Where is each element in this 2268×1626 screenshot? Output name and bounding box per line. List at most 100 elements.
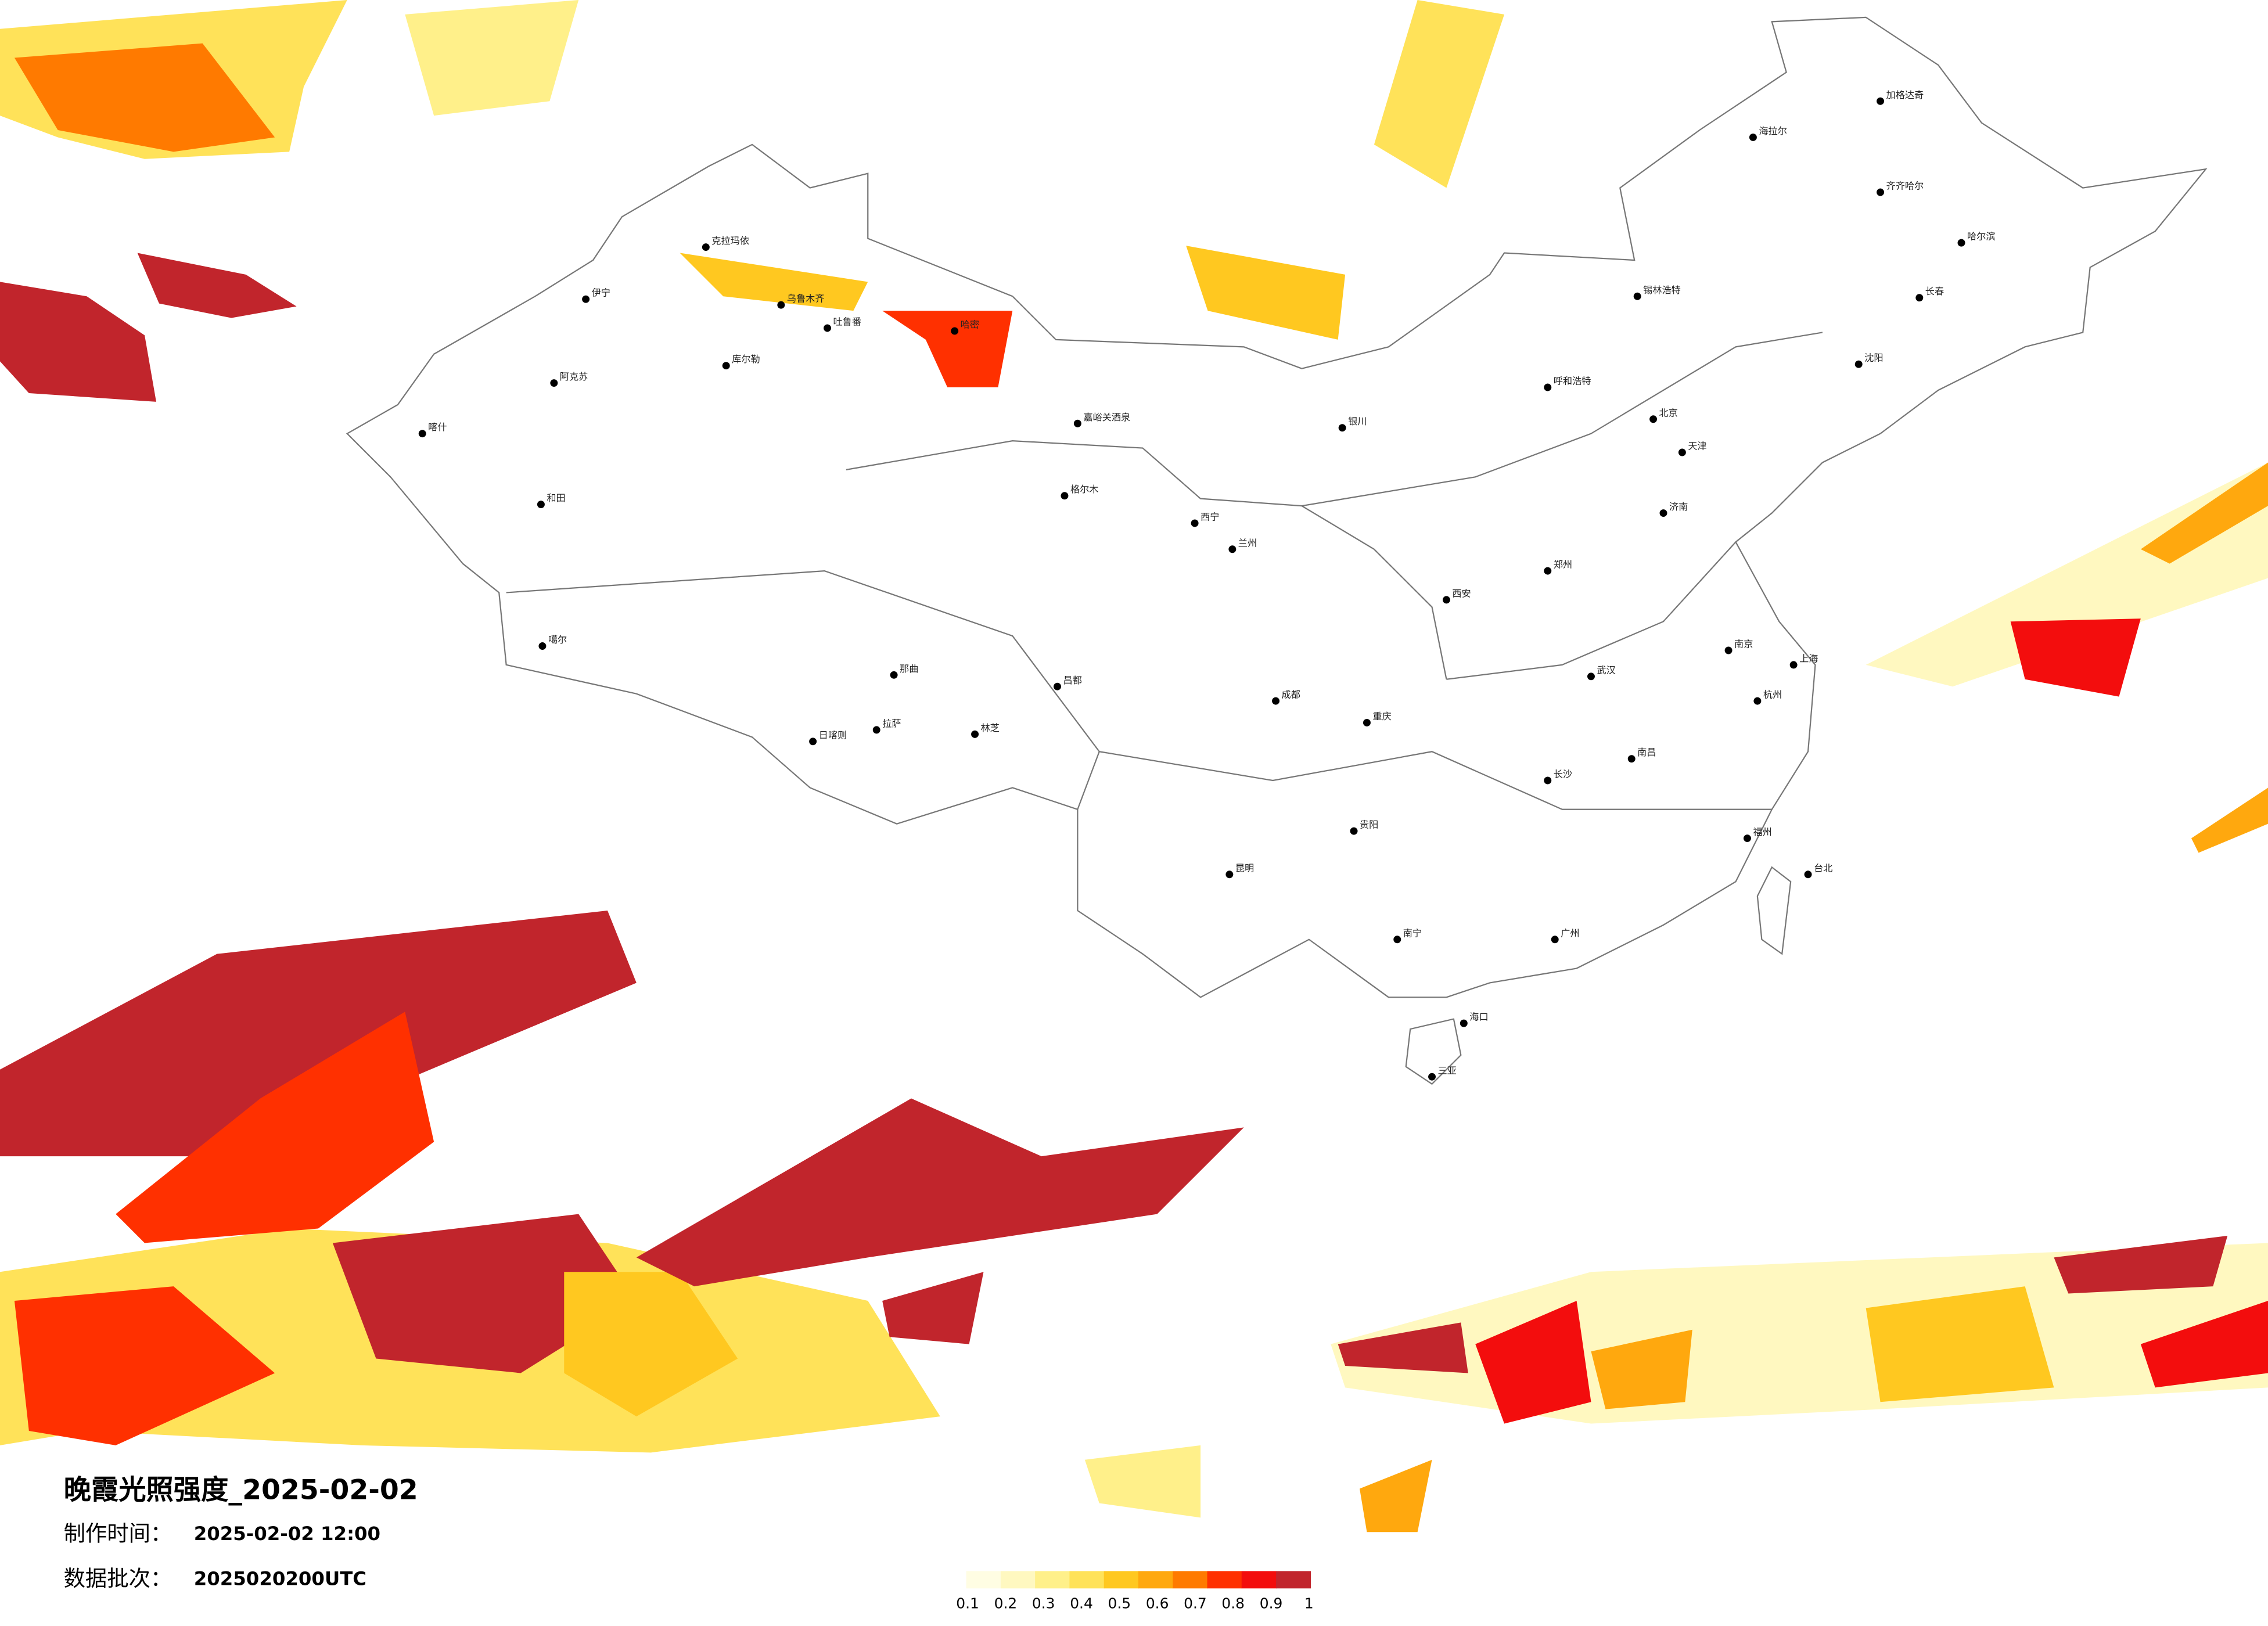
city-dot — [1877, 188, 1885, 196]
colorbar-cell — [1000, 1571, 1036, 1589]
city-dot — [582, 295, 590, 303]
heat-area — [0, 911, 637, 1157]
colorbar-tick-label: 0.5 — [1108, 1595, 1131, 1612]
city-dot — [1061, 492, 1069, 500]
city-dot — [1544, 383, 1552, 391]
meta-value: 2025020200UTC — [194, 1567, 366, 1589]
city-label: 乌鲁木齐 — [787, 293, 825, 304]
city-label: 沈阳 — [1864, 352, 1883, 364]
city-dot — [1649, 415, 1658, 423]
city-label: 成都 — [1282, 689, 1300, 700]
city-dot — [1877, 97, 1885, 105]
city-dot — [538, 642, 547, 650]
city-label: 郑州 — [1554, 559, 1572, 570]
heat-area — [680, 253, 868, 311]
heat-area — [882, 1272, 984, 1344]
city-label: 银川 — [1348, 416, 1367, 427]
city-dot — [1544, 776, 1552, 785]
city-label: 西宁 — [1201, 512, 1219, 523]
city-label: 广州 — [1561, 927, 1579, 938]
colorbar-cell — [1173, 1571, 1208, 1589]
city-label: 兰州 — [1238, 537, 1257, 548]
city-dot — [1804, 870, 1812, 879]
city-dot — [550, 379, 558, 387]
city-label: 天津 — [1688, 441, 1706, 452]
city-label: 格尔木 — [1070, 484, 1099, 495]
city-dot — [1191, 519, 1199, 527]
city-dot — [890, 671, 898, 679]
city-label: 伊宁 — [592, 287, 610, 298]
city-dot — [418, 430, 426, 438]
city-label: 三亚 — [1437, 1065, 1456, 1076]
island-outline — [1756, 866, 1792, 955]
heat-area — [2010, 618, 2141, 697]
heat-area — [405, 0, 579, 116]
colorbar-tick-label: 0.7 — [1184, 1595, 1207, 1612]
map-title: 晚霞光照强度_2025-02-02 — [64, 1474, 418, 1506]
colorbar-cell — [966, 1571, 1001, 1589]
city-dot — [971, 730, 979, 738]
city-dot — [1587, 672, 1595, 681]
city-dot — [1678, 448, 1686, 456]
heat-area — [1186, 246, 1346, 340]
city-dot — [1743, 834, 1751, 843]
colorbar-cell — [1207, 1571, 1242, 1589]
province-border — [1099, 751, 1772, 810]
city-dot — [1428, 1073, 1436, 1081]
city-label: 克拉玛依 — [711, 235, 749, 246]
heat-area — [1866, 1286, 2054, 1402]
city-label: 哈尔滨 — [1967, 231, 1996, 242]
colorbar-cell — [1104, 1571, 1139, 1589]
heat-area — [1475, 1301, 1591, 1424]
city-label: 嘉峪关酒泉 — [1083, 412, 1130, 423]
colorbar-tick-label: 0.3 — [1032, 1595, 1055, 1612]
city-label: 南京 — [1734, 639, 1753, 650]
city-label: 南昌 — [1637, 747, 1656, 758]
city-dot — [1363, 718, 1371, 726]
city-dot — [824, 324, 832, 332]
city-dot — [1350, 827, 1358, 835]
city-label: 福州 — [1753, 826, 1771, 837]
city-label: 杭州 — [1763, 689, 1782, 700]
city-label: 西安 — [1452, 588, 1471, 599]
heat-area — [1338, 1322, 1468, 1373]
colorbar-cell — [1276, 1571, 1311, 1589]
city-dot — [1338, 424, 1346, 432]
city-label: 锡林浩特 — [1643, 285, 1681, 296]
city-dot — [1272, 697, 1280, 705]
city-dot — [1054, 682, 1061, 690]
meta-label: 制作时间： — [64, 1521, 172, 1546]
city-dot — [777, 301, 785, 309]
province-border — [846, 440, 1447, 679]
city-dot — [1228, 545, 1237, 553]
city-label: 噶尔 — [548, 634, 567, 645]
city-dot — [1659, 509, 1667, 517]
city-label: 长沙 — [1554, 769, 1572, 780]
city-label: 阿克苏 — [560, 371, 588, 382]
city-label: 海口 — [1469, 1012, 1488, 1023]
colorbar-tick-label: 0.2 — [994, 1595, 1018, 1612]
city-label: 北京 — [1659, 407, 1678, 418]
city-label: 呼和浩特 — [1554, 376, 1591, 387]
colorbar-cell — [1241, 1571, 1277, 1589]
city-label: 海拉尔 — [1759, 125, 1787, 136]
city-label: 上海 — [1799, 653, 1818, 664]
city-dot — [1749, 133, 1757, 141]
city-dot — [702, 243, 710, 251]
heat-area — [1374, 0, 1505, 188]
city-label: 武汉 — [1597, 664, 1615, 675]
province-border — [1446, 541, 1737, 680]
colorbar-tick-label: 0.6 — [1146, 1595, 1169, 1612]
city-dot — [1460, 1019, 1468, 1027]
island-outline — [1405, 1018, 1462, 1085]
city-label: 贵阳 — [1360, 819, 1378, 830]
colorbar-cell — [1138, 1571, 1173, 1589]
colorbar-tick-label: 0.4 — [1070, 1595, 1093, 1612]
city-label: 吐鲁番 — [833, 316, 861, 328]
city-dot — [1627, 755, 1636, 763]
heat-area — [14, 1286, 275, 1445]
